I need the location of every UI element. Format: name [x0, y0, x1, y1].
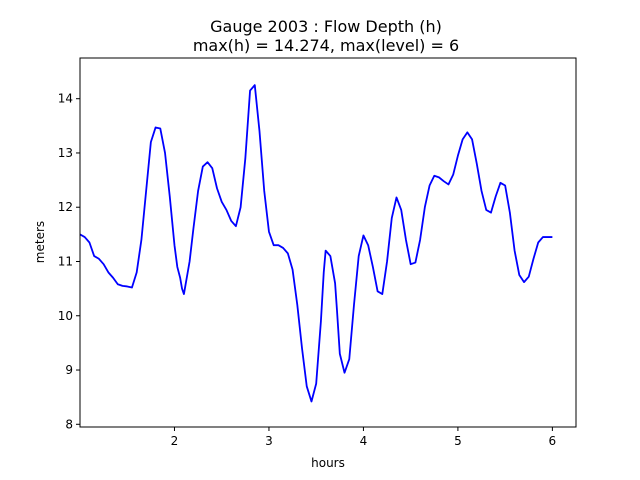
x-tick-label: 4: [360, 434, 368, 448]
y-tick-label: 14: [58, 92, 73, 106]
x-tick-label: 3: [265, 434, 273, 448]
plot-frame: [79, 57, 577, 428]
x-tick-label: 2: [171, 434, 179, 448]
y-tick-label: 12: [58, 200, 73, 214]
y-tick-label: 10: [58, 309, 73, 323]
chart-title-line-2: max(h) = 14.274, max(level) = 6: [193, 36, 459, 55]
series-line-0: [79, 84, 553, 403]
y-axis-ticks: 8 9 10 11 12 13 14: [58, 92, 80, 431]
series-layer: [79, 84, 553, 403]
plot-area: [80, 58, 576, 427]
y-tick-label: 8: [65, 417, 73, 431]
y-tick-label: 11: [58, 254, 73, 268]
chart-title-line-1: Gauge 2003 : Flow Depth (h): [210, 17, 442, 36]
x-axis-label: hours: [311, 456, 345, 470]
y-tick-label: 13: [58, 146, 73, 160]
y-tick-label: 9: [65, 363, 73, 377]
y-axis-label: meters: [33, 221, 47, 263]
x-axis-ticks: 2 3 4 5 6: [171, 427, 557, 448]
x-tick-label: 5: [454, 434, 462, 448]
x-tick-label: 6: [549, 434, 557, 448]
